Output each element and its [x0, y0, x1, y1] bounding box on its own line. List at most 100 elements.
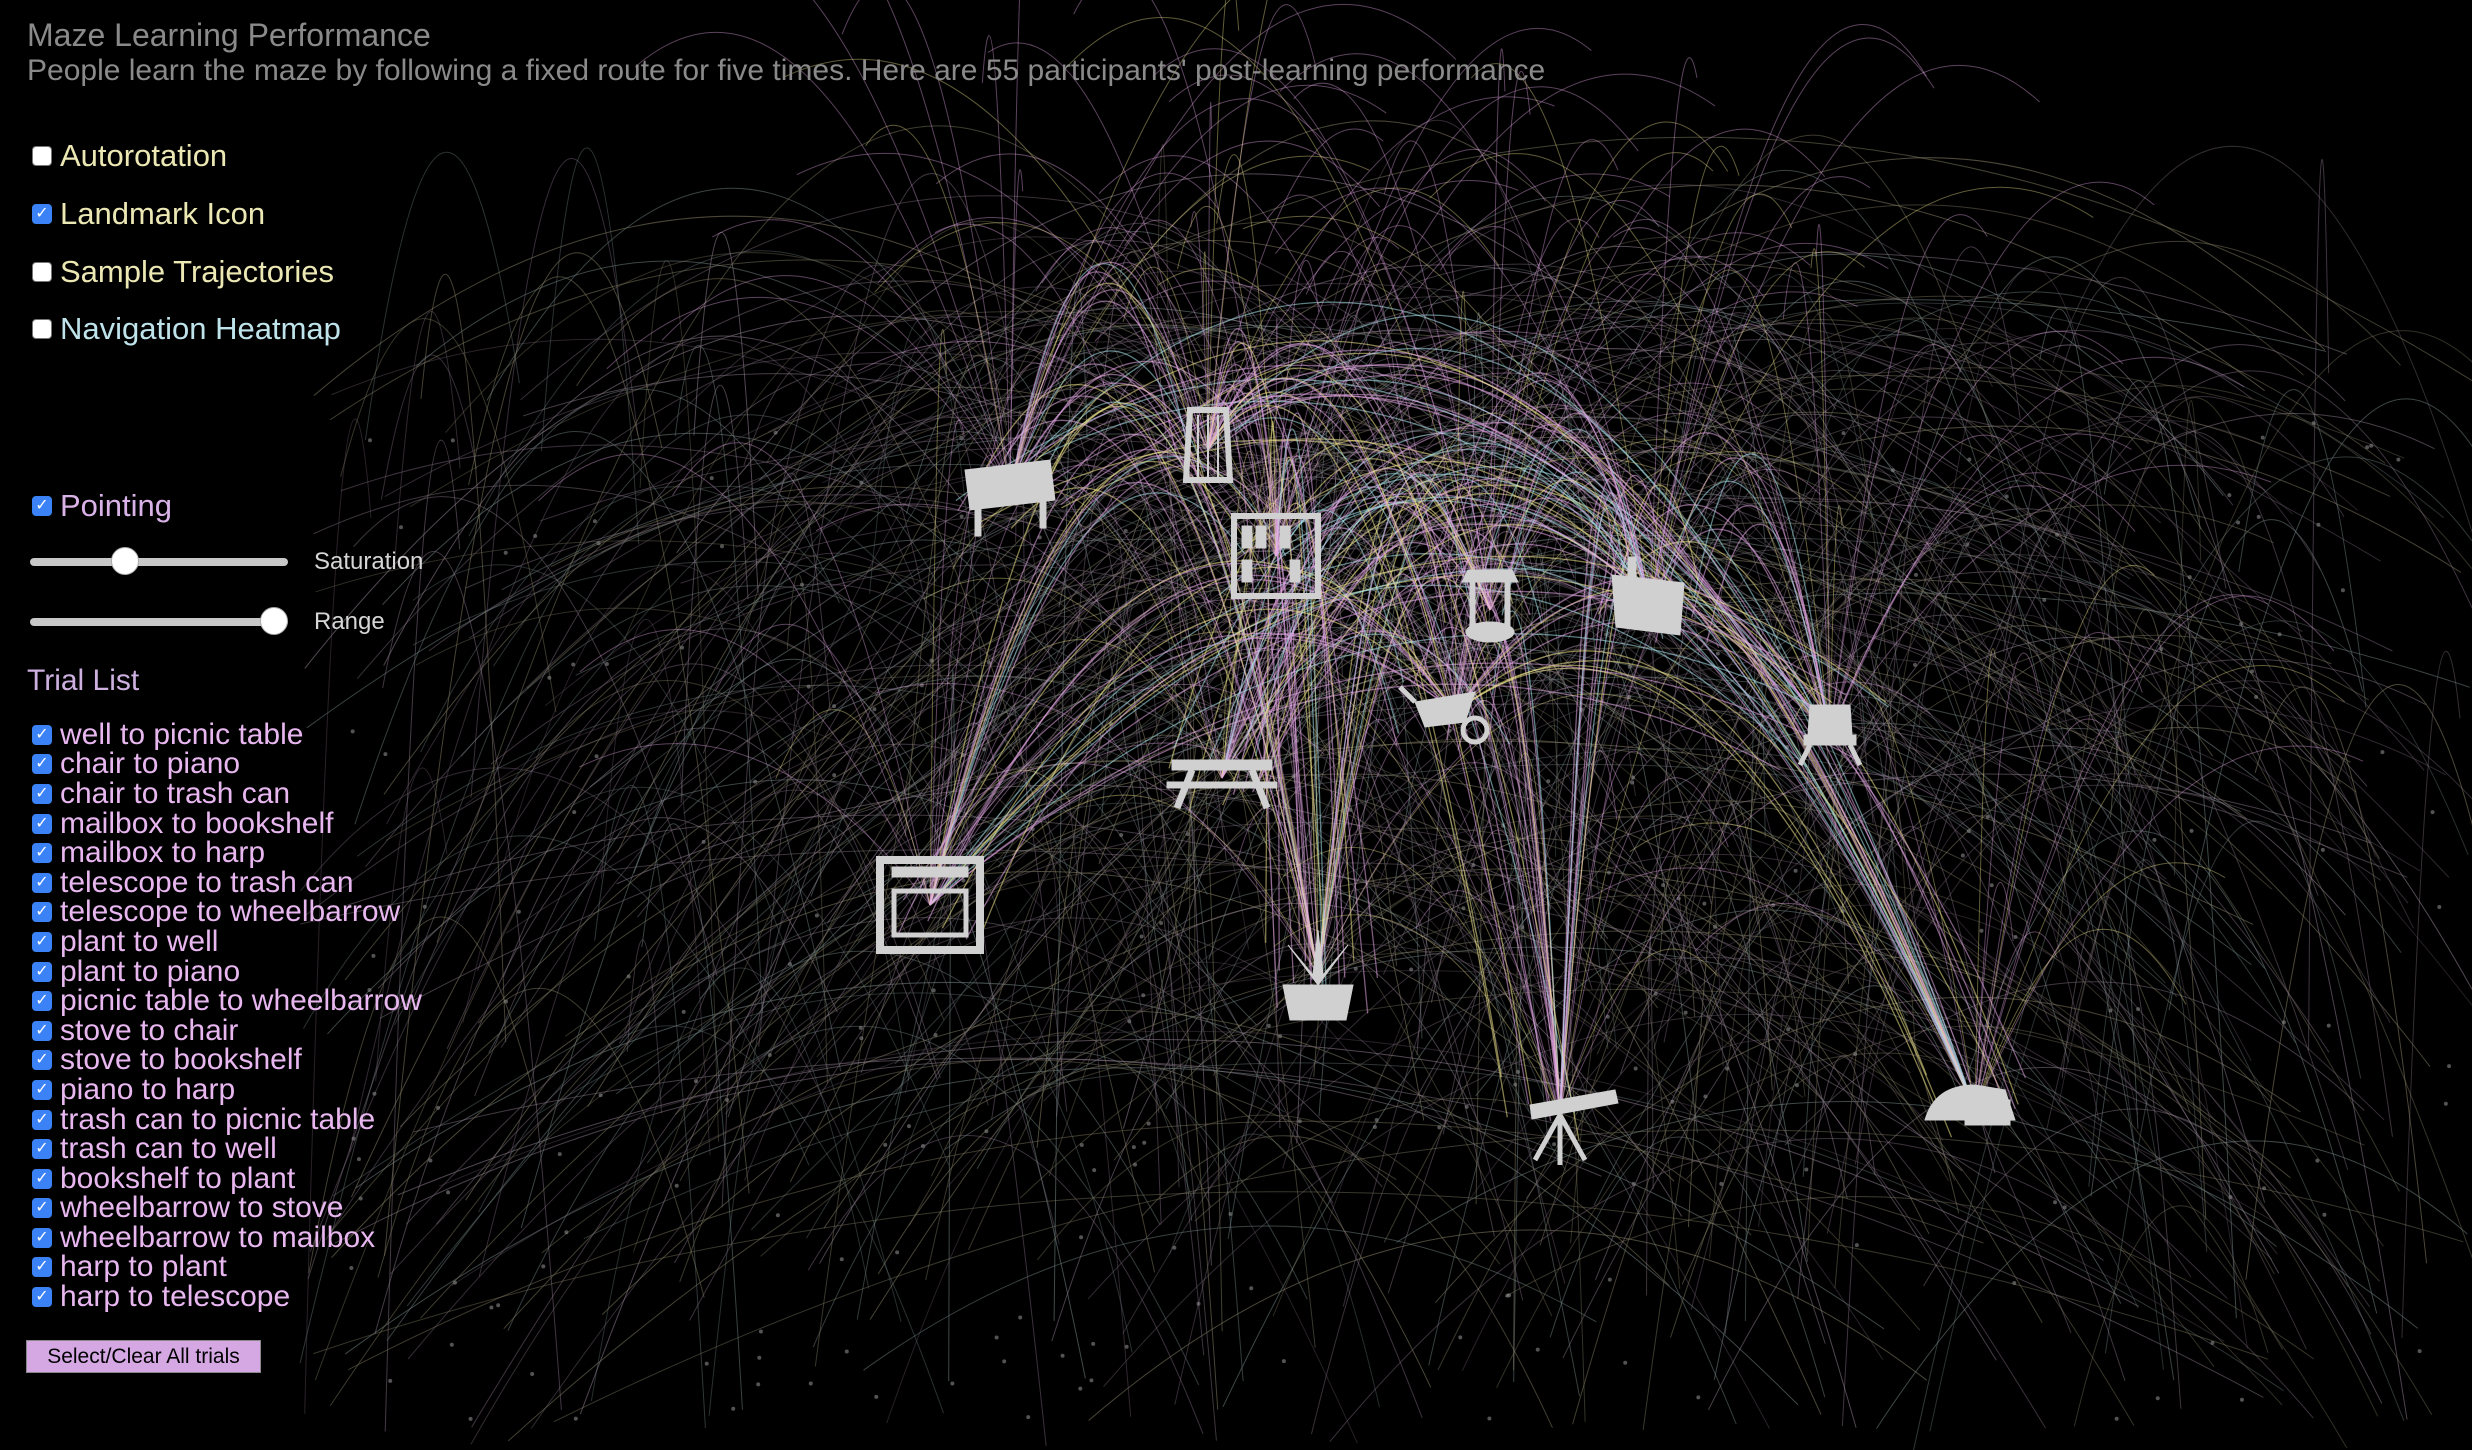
trajectory-arc: [929, 742, 1281, 906]
trial-item[interactable]: ✓ piano to harp: [32, 1073, 422, 1106]
trial-checkbox[interactable]: ✓: [32, 1168, 52, 1189]
trajectory-arc: [1662, 317, 2341, 784]
trajectory-arc: [929, 362, 1052, 906]
trial-checkbox[interactable]: ✓: [32, 1109, 52, 1130]
trial-item[interactable]: ✓ well to picnic table: [32, 718, 422, 751]
trial-checkbox[interactable]: ✓: [32, 902, 52, 923]
trial-checkbox[interactable]: ✓: [32, 813, 52, 834]
trajectory-arc: [436, 125, 1208, 943]
trajectory-arc: [1695, 902, 1976, 1111]
pointing-endpoint: [516, 909, 521, 914]
option-autorotation[interactable]: Autorotation: [32, 138, 227, 174]
trial-checkbox[interactable]: ✓: [32, 1287, 52, 1308]
pointing-endpoint: [1670, 1099, 1675, 1104]
trial-checkbox[interactable]: ✓: [32, 872, 52, 893]
trial-checkbox[interactable]: ✓: [32, 1050, 52, 1071]
trajectory-arc: [1691, 269, 1831, 736]
trial-item[interactable]: ✓ telescope to trash can: [32, 866, 422, 899]
trajectory-arc: [2104, 820, 2362, 1354]
trial-checkbox[interactable]: ✓: [32, 843, 52, 864]
trajectory-arc: [1094, 280, 1491, 611]
trajectory-arc: [1929, 620, 2469, 1432]
pointing-endpoint: [1091, 1341, 1096, 1346]
trial-item[interactable]: ✓ mailbox to bookshelf: [32, 807, 422, 840]
pointing-endpoint: [757, 1355, 762, 1360]
trajectory-arc: [934, 762, 1319, 976]
trajectory-arc: [947, 943, 1884, 1360]
trajectory-arc: [477, 663, 941, 1079]
trial-item[interactable]: ✓ plant to well: [32, 925, 422, 958]
trial-item[interactable]: ✓ trash can to well: [32, 1132, 422, 1165]
trial-item[interactable]: ✓ trash can to picnic table: [32, 1103, 422, 1136]
option-pointing[interactable]: ✓ Pointing: [32, 488, 172, 524]
pointing-checkbox[interactable]: ✓: [32, 496, 52, 516]
trajectory-arc: [749, 416, 2131, 783]
trajectory-arc: [1629, 822, 1976, 1111]
range-slider-thumb[interactable]: [260, 607, 288, 635]
trajectory-arc: [394, 311, 461, 562]
trial-checkbox[interactable]: ✓: [32, 1079, 52, 1100]
trajectory-arc: [1974, 594, 2269, 1111]
trial-checkbox[interactable]: ✓: [32, 783, 52, 804]
trial-item[interactable]: ✓ wheelbarrow to mailbox: [32, 1221, 422, 1254]
trial-checkbox[interactable]: ✓: [32, 961, 52, 982]
pointing-endpoint: [1794, 1083, 1799, 1088]
trial-checkbox[interactable]: ✓: [32, 1198, 52, 1219]
trial-item[interactable]: ✓ harp to telescope: [32, 1280, 422, 1313]
option-navigation-heatmap[interactable]: Navigation Heatmap: [32, 311, 341, 347]
sample-trajectories-checkbox[interactable]: [32, 262, 52, 282]
trajectory-arc: [1009, 0, 1020, 491]
trial-item[interactable]: ✓ harp to plant: [32, 1250, 422, 1283]
trajectory-arc: [810, 324, 1388, 897]
trajectory-arc: [869, 317, 986, 709]
trajectory-arc: [537, 992, 1285, 1115]
autorotation-checkbox[interactable]: [32, 146, 52, 166]
option-sample-trajectories[interactable]: Sample Trajectories: [32, 254, 334, 290]
trial-checkbox[interactable]: ✓: [32, 754, 52, 775]
pointing-endpoint: [594, 754, 599, 759]
trajectory-arc: [970, 404, 2409, 904]
trial-item[interactable]: ✓ chair to trash can: [32, 777, 422, 810]
range-slider[interactable]: [30, 607, 288, 635]
navigation-heatmap-checkbox[interactable]: [32, 319, 52, 339]
trial-checkbox[interactable]: ✓: [32, 1257, 52, 1278]
trial-checkbox[interactable]: ✓: [32, 931, 52, 952]
pointing-endpoint: [1606, 870, 1611, 875]
landmark-icon-checkbox[interactable]: ✓: [32, 204, 52, 224]
pointing-endpoint: [883, 1142, 888, 1147]
trajectory-arc: [641, 823, 743, 1410]
trial-item[interactable]: ✓ stove to bookshelf: [32, 1043, 422, 1076]
trial-item[interactable]: ✓ stove to chair: [32, 1014, 422, 1047]
trajectory-arc: [948, 669, 956, 1381]
trajectory-arc: [1009, 350, 1206, 491]
saturation-slider-thumb[interactable]: [110, 547, 139, 575]
trial-item[interactable]: ✓ telescope to wheelbarrow: [32, 895, 422, 928]
trajectory-arc: [1096, 262, 1209, 451]
trial-checkbox[interactable]: ✓: [32, 1227, 52, 1248]
trial-list-title: Trial List: [27, 664, 140, 697]
trajectory-arc: [929, 328, 947, 906]
trial-checkbox[interactable]: ✓: [32, 1020, 52, 1041]
trial-checkbox[interactable]: ✓: [32, 1139, 52, 1160]
trial-item[interactable]: ✓ picnic table to wheelbarrow: [32, 984, 422, 1017]
trial-item[interactable]: ✓ wheelbarrow to stove: [32, 1191, 422, 1224]
trajectory-arc: [1923, 1108, 2372, 1335]
option-landmark-icon[interactable]: ✓ Landmark Icon: [32, 196, 265, 232]
trial-item[interactable]: ✓ plant to piano: [32, 955, 422, 988]
trajectory-arc: [1910, 267, 2081, 792]
pointing-endpoint: [731, 1406, 736, 1411]
trajectory-arc: [1275, 225, 1460, 557]
trial-checkbox[interactable]: ✓: [32, 724, 52, 745]
select-clear-all-trials-button[interactable]: Select/Clear All trials: [26, 1340, 261, 1373]
trial-item[interactable]: ✓ chair to piano: [32, 747, 422, 780]
trial-item[interactable]: ✓ bookshelf to plant: [32, 1162, 422, 1195]
trajectory-arc: [1317, 404, 1616, 976]
trajectory-arc: [886, 0, 1011, 491]
trajectory-arc: [1559, 484, 1699, 1116]
trajectory-arc: [1690, 416, 2321, 1310]
pointing-endpoint: [372, 1091, 377, 1096]
trial-item[interactable]: ✓ mailbox to harp: [32, 836, 422, 869]
saturation-slider[interactable]: [30, 547, 288, 575]
trial-checkbox[interactable]: ✓: [32, 991, 52, 1012]
